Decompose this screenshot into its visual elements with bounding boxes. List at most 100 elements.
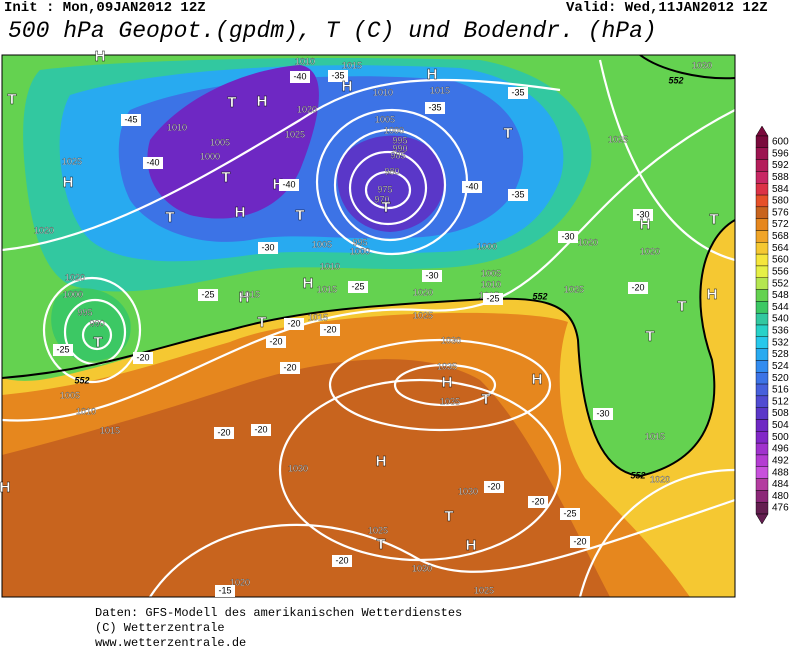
isobar-label: 1020 <box>578 237 598 247</box>
pressure-center: T <box>93 334 102 351</box>
isobar-label: 1020 <box>65 272 85 282</box>
isobar-label: 1025 <box>474 585 494 595</box>
colorbar-cell <box>755 383 769 397</box>
colorbar-cap <box>755 513 769 525</box>
colorbar-label: 528 <box>772 349 789 360</box>
colorbar-cell <box>755 454 769 467</box>
pressure-center: H <box>239 289 250 306</box>
temp-label-box <box>425 102 445 114</box>
geopot-label: 552 <box>74 375 89 385</box>
pressure-center: H <box>235 204 246 221</box>
temp-label: -30 <box>596 408 609 418</box>
temp-label-box <box>422 270 442 282</box>
temp-label: -15 <box>218 585 231 595</box>
colorbar-label: 516 <box>772 385 789 396</box>
temp-label: -35 <box>331 70 344 80</box>
temp-label: -40 <box>146 157 159 167</box>
colorbar-cell <box>755 348 769 361</box>
colorbar-label: 536 <box>772 326 789 337</box>
isobar-label: 1005 <box>60 390 80 400</box>
isobar-label: 1010 <box>76 406 96 416</box>
colorbar-cell <box>755 490 769 503</box>
temp-label: -20 <box>323 324 336 334</box>
colorbar-label: 564 <box>772 243 789 254</box>
colorbar-cell <box>755 442 769 456</box>
temp-label: -40 <box>282 179 295 189</box>
temp-label: -35 <box>511 189 524 199</box>
colorbar-label: 544 <box>772 302 789 313</box>
temp-label-box <box>484 481 504 493</box>
colorbar-label: 480 <box>772 491 789 502</box>
colorbar-label: 508 <box>772 408 789 419</box>
pressure-center: T <box>221 169 230 186</box>
map-title: 500 hPa Geopot.(gpdm), T (C) und Bodendr… <box>8 18 657 44</box>
isobar-label: 1030 <box>412 563 432 573</box>
temp-label: -40 <box>293 71 306 81</box>
geopot-label: 552 <box>532 291 547 301</box>
temp-label: -20 <box>269 336 282 346</box>
pressure-center: T <box>257 314 266 331</box>
colorbar-label: 488 <box>772 467 789 478</box>
colorbar-label: 552 <box>772 278 789 289</box>
temp-label-box <box>121 114 141 126</box>
isobar-label: 1030 <box>692 60 712 70</box>
isobar-label: 975 <box>377 184 392 194</box>
temp-label: -20 <box>487 481 500 491</box>
colorbar-cell <box>755 277 769 290</box>
isobar-label: 995 <box>352 237 367 247</box>
pressure-center: H <box>342 78 353 95</box>
temp-label: -20 <box>217 427 230 437</box>
colorbar-cell <box>755 336 769 349</box>
colorbar-cell <box>755 431 769 444</box>
isobar-label: 1000 <box>384 125 404 135</box>
isobar-label: 1025 <box>608 134 628 144</box>
temp-label: -35 <box>511 87 524 97</box>
temp-label: -30 <box>261 242 274 252</box>
colorbar-label: 584 <box>772 184 789 195</box>
isobar-label: 990 <box>89 318 104 328</box>
temp-label: -40 <box>465 181 478 191</box>
isobar-label: 1015 <box>342 60 362 70</box>
colorbar-label: 576 <box>772 207 789 218</box>
temp-label: -30 <box>636 209 649 219</box>
geopot-label: 552 <box>630 470 645 480</box>
temp-label-box <box>198 289 218 301</box>
isobar-label: 980 <box>384 166 399 176</box>
pressure-center: H <box>0 479 10 496</box>
pressure-center: T <box>645 328 654 345</box>
colorbar-cell <box>755 360 769 373</box>
isobar-label: 1035 <box>437 361 457 371</box>
isobar-label: 1020 <box>230 577 250 587</box>
temp-label: -25 <box>351 281 364 291</box>
contour-552 <box>2 219 735 478</box>
map-fields <box>2 55 735 597</box>
colorbar-label: 500 <box>772 432 789 443</box>
colorbar-label: 540 <box>772 314 789 325</box>
isobar-label: 1015 <box>240 289 260 299</box>
footer-line: www.wetterzentrale.de <box>95 636 247 648</box>
temp-label: -20 <box>531 496 544 506</box>
colorbar-cell <box>755 135 769 149</box>
pressure-center: H <box>640 216 651 233</box>
temp-label-box <box>53 344 73 356</box>
pressure-center: T <box>295 207 304 224</box>
isobar-label: 990 <box>392 143 407 153</box>
temp-label: -20 <box>254 424 267 434</box>
temp-label-box <box>290 71 310 83</box>
colorbar-label: 596 <box>772 148 789 159</box>
isobar-label: 1030 <box>288 463 308 473</box>
field-low-west <box>51 288 131 361</box>
isobar-label: 1020 <box>297 104 317 114</box>
isobar-label: 1015 <box>317 284 337 294</box>
temp-label-box <box>348 281 368 293</box>
temp-label-box <box>266 336 286 348</box>
colorbar-cell <box>755 147 769 160</box>
isobar-label: 1010 <box>295 56 315 66</box>
isobar-label: 1005 <box>312 239 332 249</box>
colorbar-cell <box>755 265 769 278</box>
pressure-center: H <box>95 48 106 65</box>
pressure-center: T <box>227 94 236 111</box>
isobars <box>2 59 735 597</box>
